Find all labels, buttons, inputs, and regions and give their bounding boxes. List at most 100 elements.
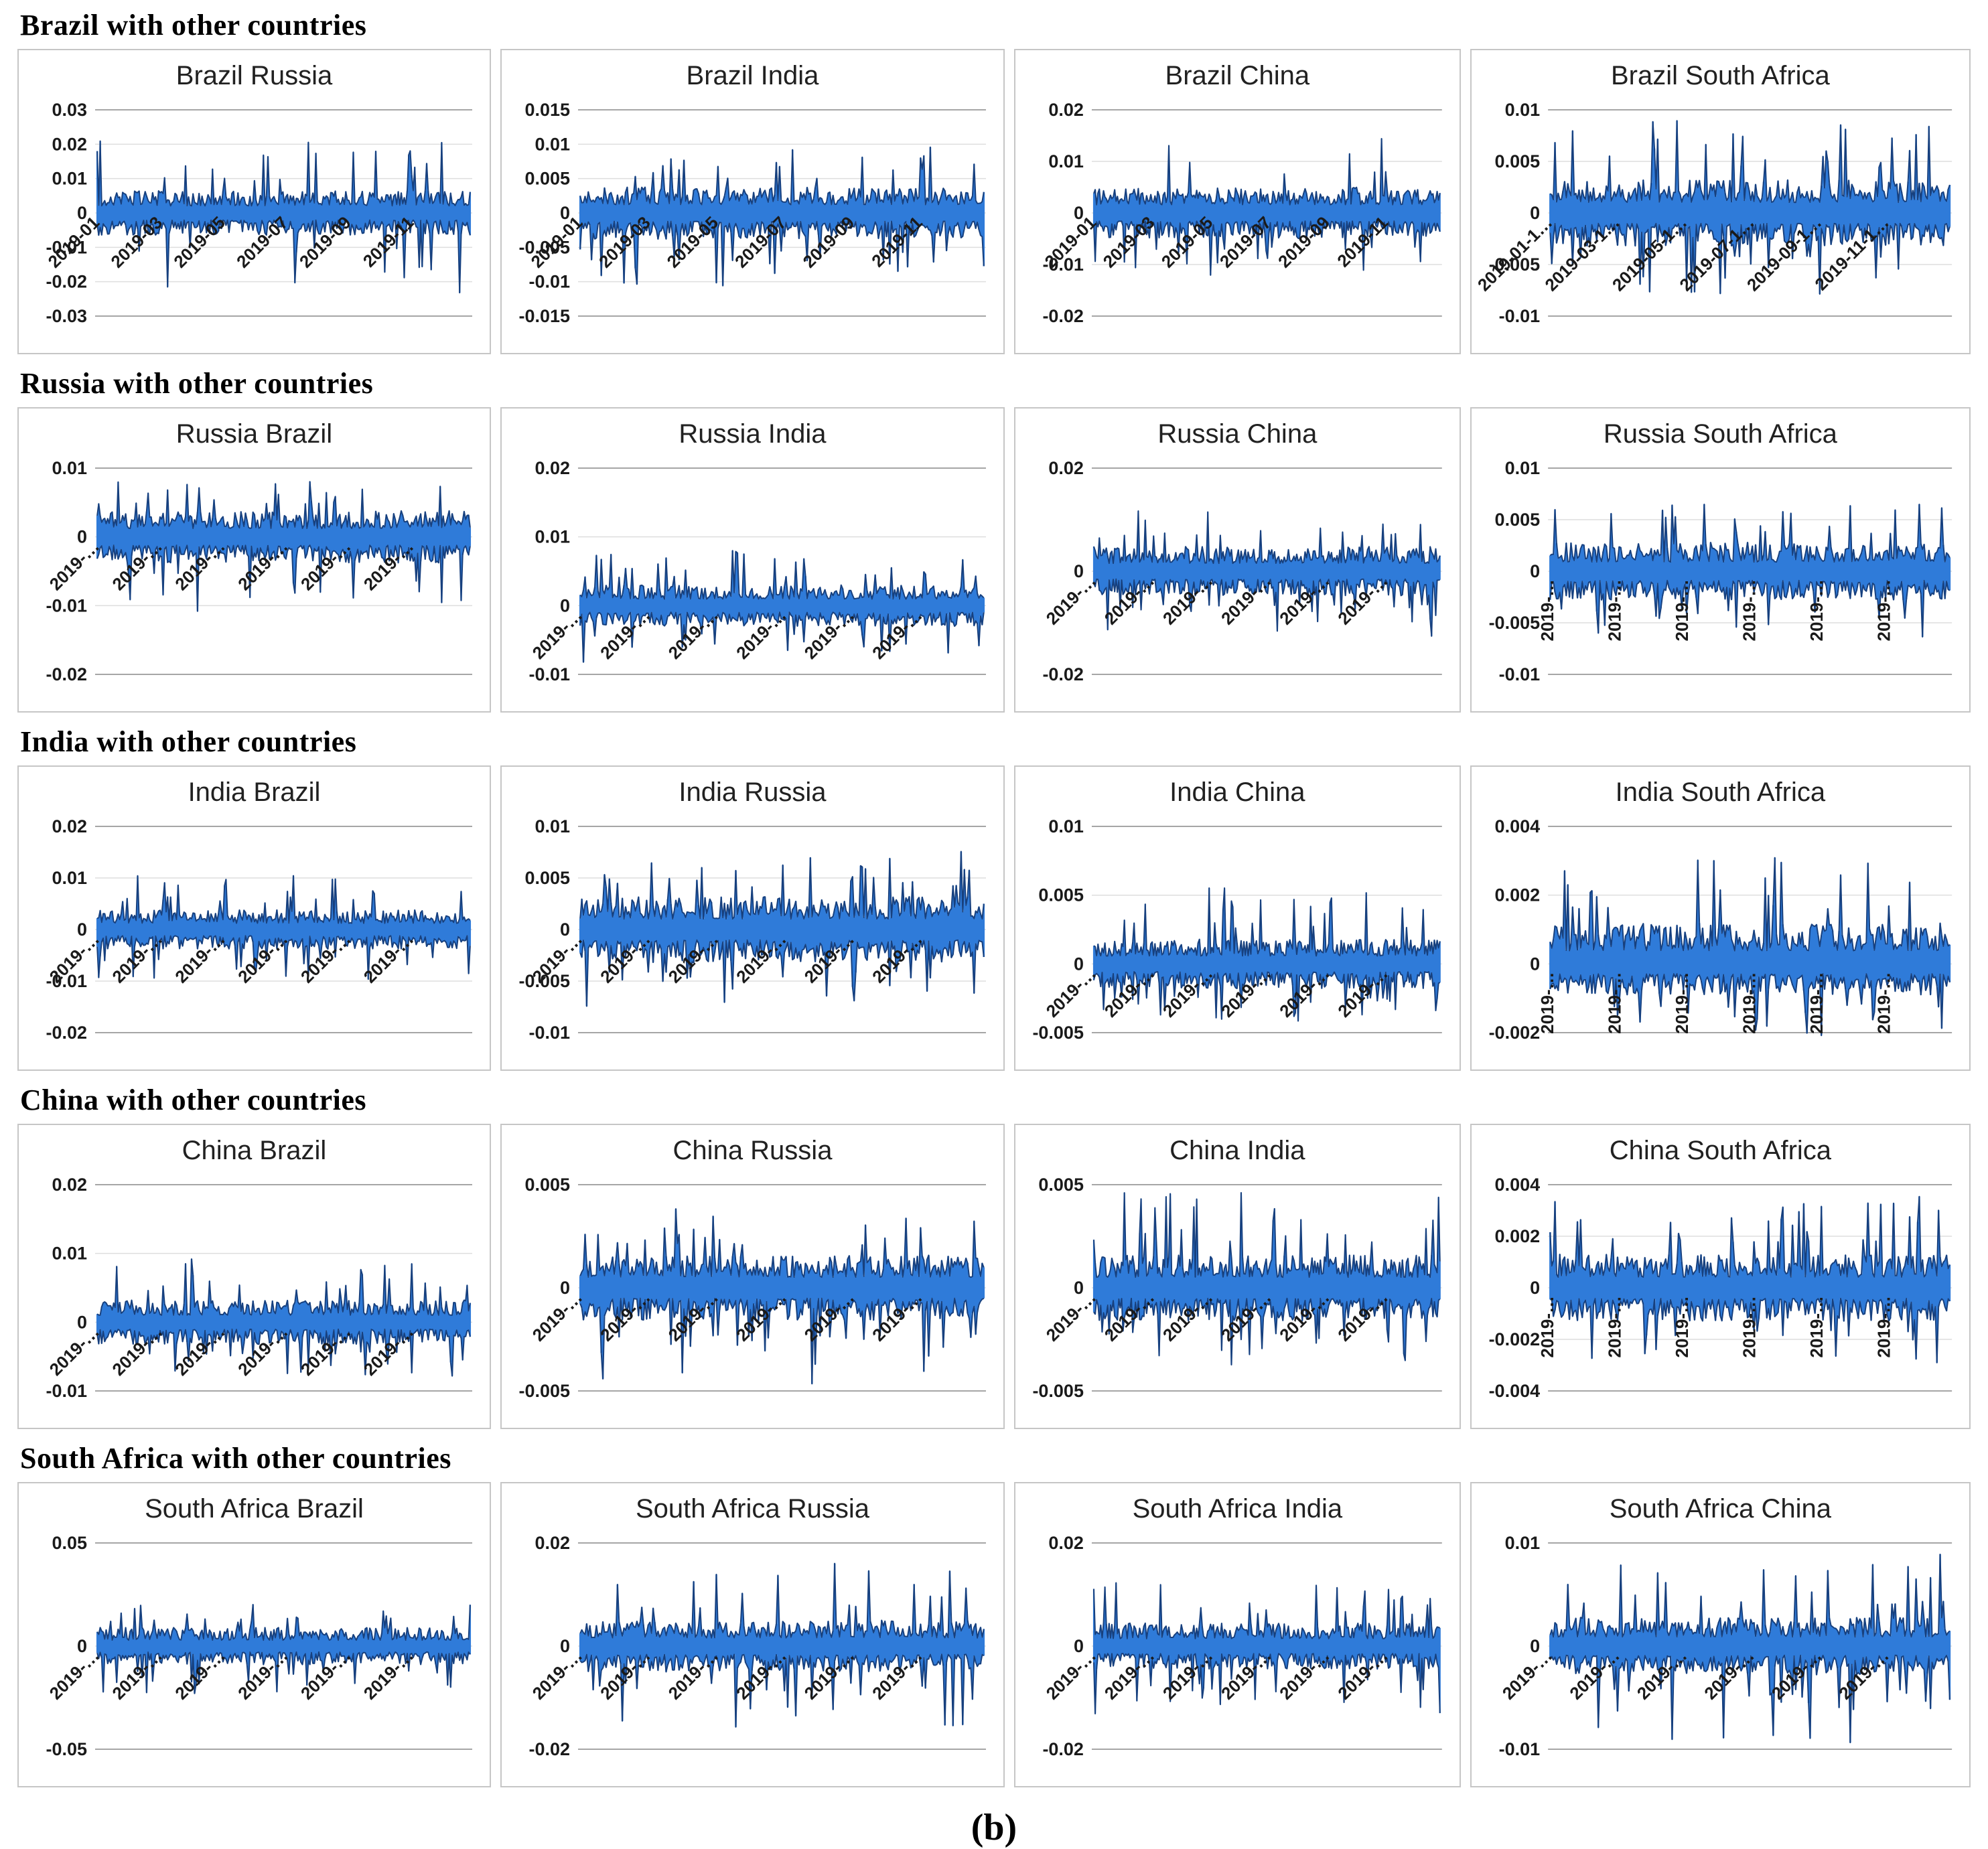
svg-text:-0.01: -0.01 (1042, 254, 1084, 275)
svg-text:-0.005: -0.005 (518, 237, 570, 257)
svg-text:0.01: 0.01 (535, 134, 570, 154)
chart-panel: South Africa India 0.02 0 -0.02 2019-… 2019-… (1013, 1482, 1461, 1787)
svg-text:0.01: 0.01 (52, 1244, 87, 1264)
svg-text:2019-…: 2019-… (1806, 579, 1827, 642)
chart-row: South Africa Brazil 0.05 0 -0.05 2019-… 2019… (17, 1482, 1971, 1787)
svg-text:2019-…: 2019-… (1806, 972, 1827, 1033)
svg-text:2019-…: 2019-… (1604, 972, 1624, 1033)
svg-text:2019-…: 2019-… (1806, 1296, 1827, 1358)
section-russia: Russia with other countries Russia Brazi… (17, 366, 1971, 713)
svg-text:0.02: 0.02 (535, 1533, 570, 1553)
chart-title: Russia India (679, 419, 827, 449)
chart-row: Russia Brazil 0.01 0 -0.01 -0.02 2019-… 2019-… (17, 407, 1971, 713)
section-header: Russia with other countries (20, 367, 374, 400)
svg-text:0: 0 (1074, 1636, 1084, 1656)
svg-text:-0.005: -0.005 (1488, 254, 1540, 275)
chart-title: Brazil China (1165, 61, 1310, 90)
chart-panel: China Russia 0.005 0 -0.005 2019-… 2019-… 201… (500, 1124, 1005, 1429)
svg-text:0.02: 0.02 (1048, 458, 1084, 478)
section-china: China with other countries China Brazil … (17, 1083, 1971, 1429)
svg-text:0.01: 0.01 (52, 169, 87, 189)
svg-text:2019-…: 2019-… (1537, 579, 1557, 642)
section-south-africa: South Africa with other countries South … (17, 1441, 1971, 1787)
svg-text:-0.005: -0.005 (1032, 1023, 1084, 1043)
svg-text:-0.02: -0.02 (46, 664, 87, 684)
section-india: India with other countries India Brazil … (17, 725, 1971, 1071)
svg-text:0.01: 0.01 (52, 458, 87, 478)
svg-text:0: 0 (560, 1278, 570, 1298)
svg-text:0: 0 (560, 203, 570, 223)
svg-text:0.005: 0.005 (1038, 1175, 1084, 1195)
section-header: China with other countries (20, 1084, 366, 1116)
svg-text:0.02: 0.02 (52, 134, 87, 154)
chart-title: India South Africa (1615, 778, 1826, 807)
chart-panel: India Russia 0.01 0.005 0 -0.005 -0.01 2019-…… (500, 765, 1005, 1071)
svg-text:0: 0 (1530, 561, 1540, 581)
chart-panel: China South Africa 0.004 0.002 0 -0.002 -0.0… (1470, 1124, 1971, 1429)
svg-text:2019-…: 2019-… (1739, 579, 1759, 642)
svg-text:0.005: 0.005 (524, 868, 570, 888)
section-header: Brazil with other countries (20, 9, 367, 42)
chart-panel: China Brazil 0.02 0.01 0 -0.01 2019-… 2019-… 2… (17, 1124, 491, 1429)
svg-text:2019-…: 2019-… (1873, 972, 1894, 1033)
chart-title: Russia South Africa (1603, 419, 1837, 449)
svg-text:0: 0 (560, 919, 570, 940)
chart-title: Brazil Russia (175, 61, 333, 90)
svg-text:2019-…: 2019-… (1498, 1645, 1556, 1704)
svg-text:0: 0 (1530, 954, 1540, 974)
svg-text:-0.02: -0.02 (46, 272, 87, 292)
svg-text:-0.01: -0.01 (46, 595, 87, 615)
svg-text:0: 0 (1074, 1278, 1084, 1298)
svg-text:0.01: 0.01 (1048, 816, 1084, 836)
svg-text:0.002: 0.002 (1494, 1226, 1540, 1246)
svg-text:0.01: 0.01 (1048, 151, 1084, 171)
svg-text:2019-…: 2019-… (46, 1321, 104, 1380)
chart-panel: India Brazil 0.02 0.01 0 -0.01 -0.02 2019-… 20… (17, 765, 491, 1071)
chart-title: South Africa Russia (635, 1494, 870, 1524)
svg-text:-0.02: -0.02 (46, 1023, 87, 1043)
svg-text:-0.005: -0.005 (1032, 1381, 1084, 1401)
chart-panel: Brazil India 0.015 0.01 0.005 0 -0.005 -0.01 -… (500, 49, 1005, 354)
chart-panel: Russia South Africa 0.01 0.005 0 -0.005 -0.0… (1470, 407, 1971, 713)
svg-text:0.02: 0.02 (1048, 1533, 1084, 1553)
svg-text:0.005: 0.005 (524, 1175, 570, 1195)
svg-text:0.05: 0.05 (52, 1533, 87, 1553)
svg-text:2019-…: 2019-… (1672, 579, 1692, 642)
svg-text:0.005: 0.005 (524, 169, 570, 189)
svg-text:-0.01: -0.01 (46, 1381, 87, 1401)
chart-title: China South Africa (1609, 1136, 1832, 1165)
svg-text:0: 0 (1530, 1278, 1540, 1298)
chart-panel: China India 0.005 0 -0.005 2019-… 2019-… 2019… (1013, 1124, 1461, 1429)
time-series-chart: 0.004 0.002 0 -0.002 -0.004 2019-… 2019-… 2019-… (1488, 1175, 1952, 1401)
svg-text:-0.01: -0.01 (528, 664, 570, 684)
svg-text:0: 0 (77, 1636, 87, 1656)
chart-title: China India (1169, 1136, 1305, 1165)
svg-text:0.005: 0.005 (1494, 510, 1540, 530)
svg-text:2019-…: 2019-… (528, 1287, 587, 1345)
svg-text:2019-…: 2019-… (528, 1645, 587, 1704)
svg-text:0: 0 (1530, 1636, 1540, 1656)
chart-row: China Brazil 0.02 0.01 0 -0.01 2019-… 2019-… 2… (17, 1124, 1971, 1429)
svg-text:0: 0 (1074, 954, 1084, 974)
svg-text:0.005: 0.005 (1038, 885, 1084, 905)
svg-text:0.01: 0.01 (535, 527, 570, 547)
svg-text:0.005: 0.005 (1494, 151, 1540, 171)
chart-title: South Africa China (1609, 1494, 1832, 1524)
svg-text:2019-…: 2019-… (1873, 579, 1894, 642)
section-brazil: Brazil with other countries Brazil Russi… (17, 8, 1971, 354)
svg-text:0.01: 0.01 (535, 816, 570, 836)
svg-text:-0.02: -0.02 (528, 1739, 570, 1759)
svg-text:0.02: 0.02 (52, 816, 87, 836)
svg-text:2019-…: 2019-… (1739, 1296, 1759, 1358)
svg-text:0.015: 0.015 (524, 100, 570, 120)
svg-text:-0.01: -0.01 (528, 1023, 570, 1043)
chart-panel: Brazil China 0.02 0.01 0 -0.01 -0.02 2019-01 2… (1013, 49, 1461, 354)
